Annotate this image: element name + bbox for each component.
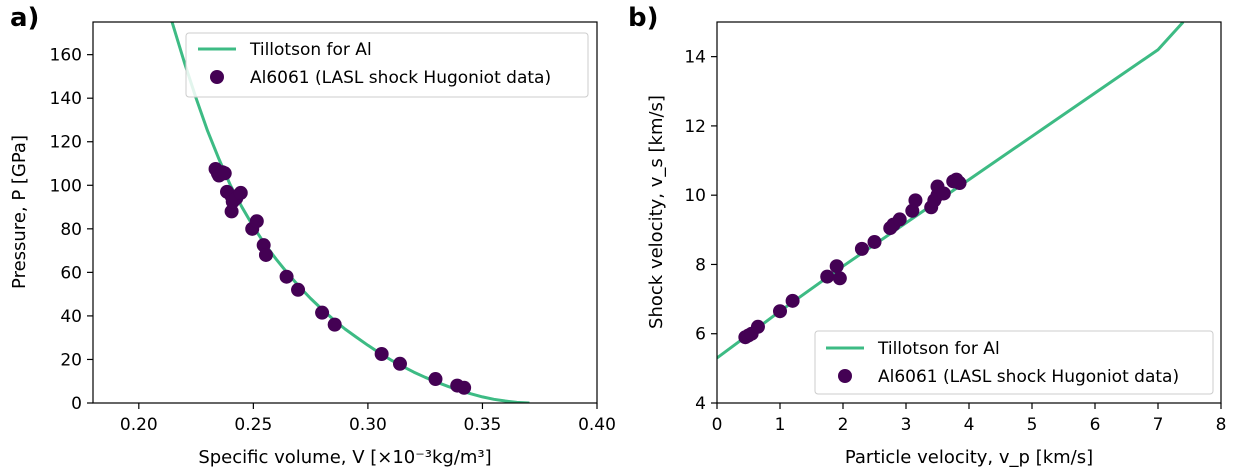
panel-a-data-point (374, 347, 389, 362)
panel-b-xlabel-text: Particle velocity, v_p [km/s] (845, 447, 1093, 468)
panel-b-data-point (820, 269, 835, 284)
panel-b-x-tick-label: 2 (838, 415, 849, 435)
panel-a-x-ticks: 0.20 0.25 0.30 0.35 0.40 (120, 403, 616, 435)
panel-a-legend-marker-swatch (210, 70, 224, 84)
panel-b-x-tick-label: 0 (712, 415, 723, 435)
panel-a-y-axis-label: Pressure, P [GPa] (9, 135, 30, 289)
panel-a-x-tick-label: 0.30 (349, 415, 387, 435)
panel-a-legend-marker-label: Al6061 (LASL shock Hugoniot data) (250, 68, 551, 88)
panel-b-legend: Tillotson for Al Al6061 (LASL shock Hugo… (814, 330, 1214, 395)
panel-a-legend-line-label: Tillotson for Al (249, 40, 372, 60)
panel-b-x-ticks: 0 1 2 3 4 5 6 7 8 (712, 403, 1227, 435)
panel-b-y-tick-label: 8 (695, 255, 706, 275)
panel-a-x-tick-label: 0.20 (120, 415, 158, 435)
panel-b-x-tick-label: 3 (901, 415, 912, 435)
panel-b-y-tick-label: 12 (684, 117, 706, 137)
panel-a: a) 0.20 0.25 0.30 0.35 0.40 0 20 40 60 80 100 120 1… (9, 3, 616, 468)
panel-a-data-point (249, 214, 264, 229)
panel-b-data-point (908, 193, 923, 208)
panel-a-y-tick-label: 120 (50, 133, 82, 153)
panel-a-x-tick-label: 0.35 (464, 415, 502, 435)
panel-a-data-point (315, 305, 330, 320)
panel-b-x-tick-label: 5 (1027, 415, 1038, 435)
panel-b-x-tick-label: 7 (1153, 415, 1164, 435)
panel-a-data-point (291, 282, 306, 297)
panel-a-frame (92, 21, 598, 404)
panel-b-x-tick-label: 8 (1216, 415, 1227, 435)
panel-b-x-tick-label: 6 (1090, 415, 1101, 435)
panel-a-y-tick-label: 20 (60, 350, 82, 370)
panel-b-data-point (832, 271, 847, 286)
panel-b-data-point (750, 319, 765, 334)
panel-b-legend-marker-swatch (838, 369, 852, 383)
panel-a-y-ticks: 0 20 40 60 80 100 120 140 160 (50, 46, 93, 414)
panel-b-data-point (892, 212, 907, 227)
panel-b-data-point (773, 304, 787, 319)
panel-b-y-tick-label: 4 (695, 394, 706, 414)
panel-a-x-tick-label: 0.40 (578, 415, 616, 435)
panel-b-x-tick-label: 1 (775, 415, 786, 435)
panel-a-y-tick-label: 0 (71, 394, 82, 414)
panel-a-x-axis-label: Specific volume, V [×10⁻³kg/m³] (198, 447, 491, 468)
panel-a-y-tick-label: 100 (50, 176, 82, 196)
panel-b-plot-area (717, 22, 1185, 360)
panel-b-tillotson-line (717, 22, 1185, 360)
panel-b-y-axis-label: Shock velocity, v_s [km/s] (646, 95, 667, 329)
panel-a-label: a) (10, 3, 39, 33)
panel-b-x-tick-label: 4 (964, 415, 975, 435)
panel-a-data-point (279, 269, 294, 284)
panel-a-data-point (233, 185, 248, 200)
panel-b-data-point (867, 234, 882, 249)
panel-b-label: b) (628, 3, 659, 33)
panel-b-data-point (785, 293, 800, 308)
panel-b-legend-marker-label: Al6061 (LASL shock Hugoniot data) (878, 367, 1179, 387)
panel-a-data-point (392, 356, 407, 371)
panel-a-legend: Tillotson for Al Al6061 (LASL shock Hugo… (185, 32, 589, 98)
panel-a-data-point (217, 166, 232, 181)
panel-b-y-tick-label: 10 (684, 186, 706, 206)
panel-b-legend-line-label: Tillotson for Al (877, 339, 1000, 359)
panel-b-y-tick-label: 6 (695, 325, 706, 345)
panel-b-data-point (829, 259, 844, 274)
panel-b-data-point (936, 186, 951, 201)
panel-b-data-point (952, 176, 967, 191)
panel-a-data-point (428, 372, 443, 387)
panel-b-data-point (854, 241, 869, 256)
panel-a-y-tick-label: 160 (50, 46, 82, 66)
panel-a-data-point (258, 247, 273, 262)
panel-a-y-tick-label: 60 (60, 263, 82, 283)
panel-a-x-tick-label: 0.25 (234, 415, 272, 435)
panel-a-y-tick-label: 40 (60, 307, 82, 327)
panel-b-legend-box (814, 330, 1214, 395)
panel-a-y-tick-label: 140 (50, 89, 82, 109)
panel-a-y-tick-label: 80 (60, 220, 82, 240)
panel-b-y-ticks: 4 6 8 10 12 14 (684, 48, 717, 414)
panel-a-xlabel-text: Specific volume, V [×10⁻³kg/m³] (198, 447, 491, 468)
panel-b-x-axis-label: Particle velocity, v_p [km/s] (845, 447, 1093, 468)
panel-a-data-point (457, 380, 472, 395)
panel-a-data-point (327, 317, 342, 332)
panel-a-legend-box (185, 32, 589, 98)
panel-b-y-tick-label: 14 (684, 48, 706, 68)
panel-a-plot-area (170, 22, 530, 403)
